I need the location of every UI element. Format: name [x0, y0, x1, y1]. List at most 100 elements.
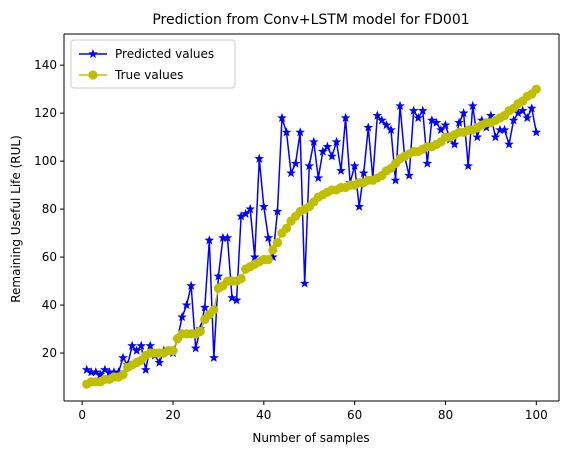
y-tick-label: 40 [42, 298, 57, 312]
axes-frame [63, 33, 560, 402]
data-point-star [227, 292, 237, 302]
data-point-star [118, 352, 128, 362]
legend-label: True values [114, 68, 183, 82]
legend-box [70, 39, 236, 89]
legend: Predicted values True values [70, 39, 236, 89]
data-point-circle [118, 370, 128, 380]
data-point-star [245, 204, 256, 214]
data-point-star [463, 160, 473, 171]
data-point-star [413, 112, 424, 123]
data-point-star [349, 160, 360, 171]
y-tick-label: 80 [42, 202, 57, 216]
data-point-star [295, 127, 305, 137]
data-point-star [340, 112, 351, 123]
data-point-star [381, 120, 392, 130]
x-tick-label: 20 [165, 408, 180, 422]
data-point-star [331, 136, 342, 147]
data-point-circle [195, 326, 205, 337]
y-tick-label: 20 [42, 346, 57, 360]
data-point-star [136, 340, 147, 350]
data-point-star [390, 175, 401, 185]
data-point-star [231, 295, 242, 305]
data-point-star [204, 235, 215, 245]
y-tick-label: 100 [34, 154, 57, 168]
data-point-star [372, 110, 383, 120]
data-point-star [322, 141, 333, 151]
data-point-star [154, 357, 165, 367]
data-point-star [499, 124, 510, 135]
legend-label: Predicted values [115, 47, 214, 61]
x-tick-label: 60 [347, 408, 362, 422]
data-point-star [213, 271, 224, 281]
data-point-star [386, 124, 396, 135]
y-axis-ticks: 20 40 60 80 100 120 140 [34, 58, 64, 360]
data-point-star [131, 345, 142, 355]
data-point-star [190, 343, 201, 353]
data-point-star [209, 352, 219, 362]
data-point-star [422, 158, 433, 168]
data-point-star [454, 117, 464, 127]
x-tick-label: 80 [438, 408, 453, 422]
data-point-star [95, 369, 106, 379]
data-point-circle [263, 254, 273, 265]
data-point-circle [531, 84, 541, 94]
data-point-star [486, 110, 496, 120]
data-point-star [327, 151, 337, 161]
series-true-values [82, 84, 541, 389]
data-point-star [90, 367, 101, 377]
data-point-star [431, 117, 442, 127]
data-point-star [458, 108, 469, 118]
data-point-circle [268, 245, 278, 255]
plot-area [63, 33, 560, 402]
data-point-star [299, 278, 310, 288]
data-point-star [313, 172, 324, 183]
legend-circle-marker [88, 70, 98, 80]
data-point-star [181, 299, 192, 310]
data-point-star [145, 340, 156, 350]
data-point-star [259, 201, 269, 211]
data-point-star [336, 165, 346, 175]
data-point-circle [168, 346, 178, 356]
data-point-star [290, 158, 301, 168]
data-point-star [286, 168, 296, 178]
data-point-star [186, 280, 196, 290]
data-point-star [100, 364, 110, 374]
chart-title: Prediction from Conv+LSTM model for FD00… [152, 12, 469, 28]
x-tick-label: 0 [78, 408, 86, 422]
data-point-star [308, 136, 319, 147]
plot-background [64, 34, 559, 401]
data-point-star [281, 127, 292, 137]
data-point-star [440, 120, 451, 130]
data-point-star [522, 112, 533, 123]
data-point-star [467, 100, 478, 111]
legend-entry: True values [79, 68, 183, 82]
data-point-star [427, 115, 437, 125]
data-point-star [318, 146, 328, 156]
data-point-star [363, 122, 374, 132]
data-point-star [408, 105, 419, 115]
data-point-star [272, 206, 283, 216]
data-point-star [199, 302, 210, 312]
data-point-star [358, 168, 369, 178]
data-point-star [517, 105, 528, 115]
data-point-star [449, 139, 460, 149]
data-point-star [81, 364, 92, 374]
y-tick-label: 60 [42, 250, 57, 264]
data-point-star [417, 105, 428, 115]
data-point-star [377, 115, 387, 125]
data-point-star [222, 232, 233, 242]
x-axis-label: Number of samples [252, 431, 369, 445]
data-point-star [404, 170, 414, 180]
y-tick-label: 140 [34, 58, 57, 72]
data-point-star [127, 340, 137, 350]
legend-entry: Predicted values [79, 47, 214, 61]
data-point-circle [209, 305, 219, 315]
data-point-star [354, 201, 364, 211]
x-axis-ticks: 0 20 40 60 80 100 [78, 401, 548, 422]
x-tick-label: 40 [256, 408, 271, 422]
data-point-star [254, 153, 265, 163]
data-point-star [263, 232, 274, 242]
legend-star-marker [88, 48, 98, 59]
data-point-star [436, 124, 446, 135]
data-point-star [504, 139, 514, 149]
